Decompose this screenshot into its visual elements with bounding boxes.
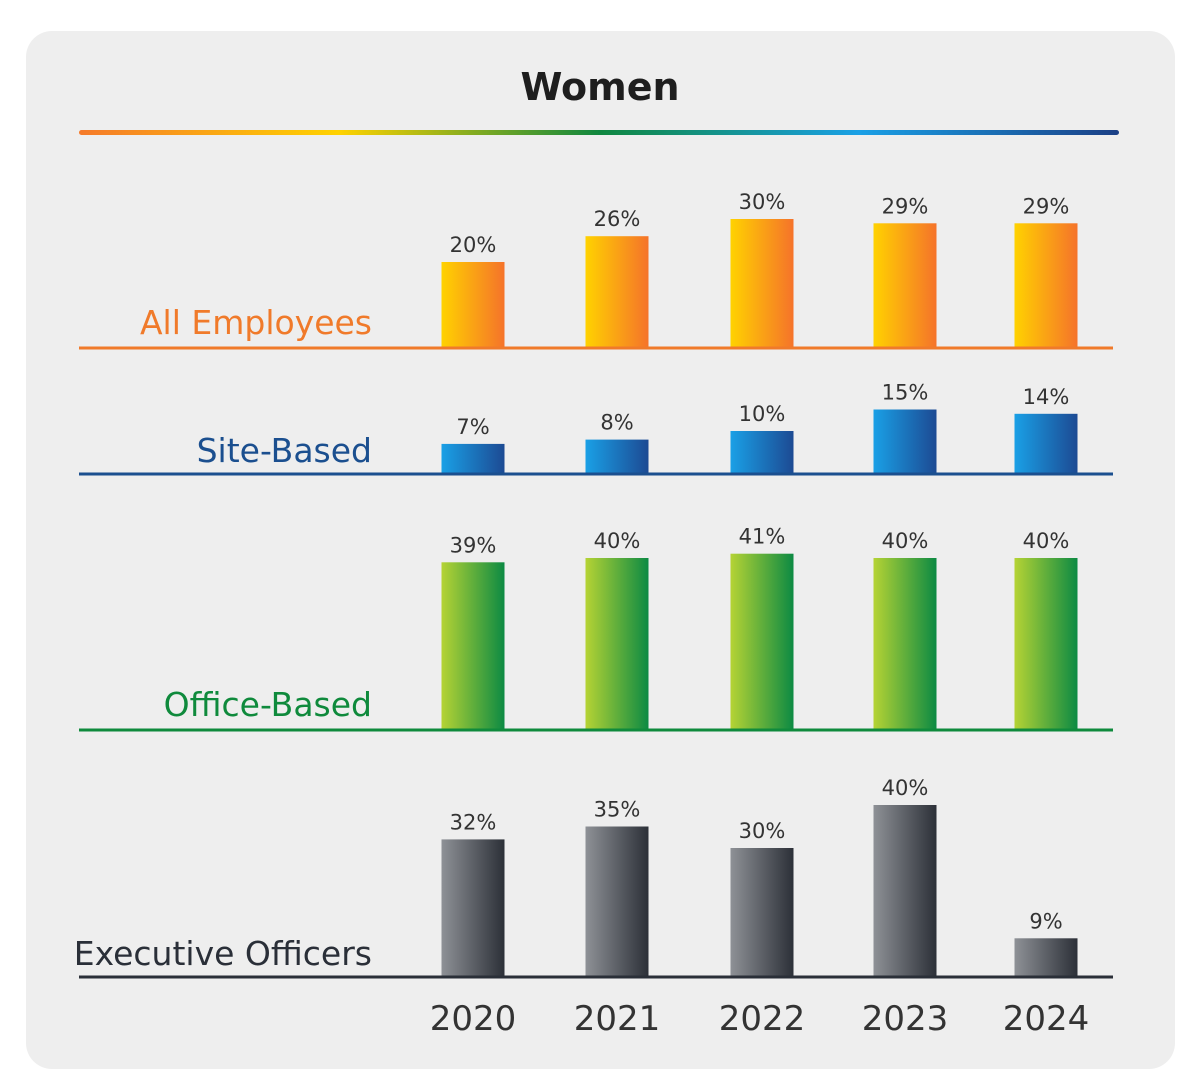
bar-site-based-2024: [1014, 413, 1078, 474]
bar-all-employees-2024: [1014, 223, 1078, 348]
bar-executive-officers-2023: [873, 805, 937, 977]
baseline-executive-officers: [79, 975, 1113, 979]
value-label-all-employees-2024: 29%: [1023, 194, 1070, 218]
value-label-executive-officers-2020: 32%: [450, 810, 497, 834]
title-rule: [79, 130, 1119, 135]
bar-executive-officers-2021: [585, 826, 649, 977]
x-tick-2024: 2024: [1003, 999, 1090, 1039]
value-label-site-based-2021: 8%: [600, 411, 633, 435]
bar-all-employees-2020: [441, 262, 505, 348]
baseline-all-employees: [79, 346, 1113, 350]
x-tick-2021: 2021: [574, 999, 661, 1039]
bar-site-based-2023: [873, 409, 937, 474]
bar-site-based-2022: [730, 431, 794, 474]
bar-site-based-2021: [585, 439, 649, 474]
value-label-all-employees-2022: 30%: [739, 190, 786, 214]
x-tick-2022: 2022: [719, 999, 806, 1039]
value-label-site-based-2024: 14%: [1023, 385, 1070, 409]
bar-office-based-2022: [730, 553, 794, 730]
series-label-site-based: Site-Based: [197, 431, 372, 470]
value-label-office-based-2023: 40%: [882, 529, 929, 553]
panel-all-employees: 20% 26% 30% 29% 29% All Employees: [79, 190, 1113, 350]
value-label-executive-officers-2023: 40%: [882, 776, 929, 800]
bar-all-employees-2023: [873, 223, 937, 348]
value-label-executive-officers-2021: 35%: [594, 798, 641, 822]
baseline-site-based: [79, 472, 1113, 476]
chart-title: Women: [520, 65, 679, 109]
panel-office-based: 39% 40% 41% 40% 40% Office-Based: [79, 525, 1113, 732]
value-label-site-based-2023: 15%: [882, 381, 929, 405]
panel-site-based: 7% 8% 10% 15% 14% Site-Based: [79, 381, 1113, 476]
bar-executive-officers-2022: [730, 848, 794, 977]
bar-executive-officers-2024: [1014, 938, 1078, 977]
bar-all-employees-2021: [585, 236, 649, 348]
baseline-office-based: [79, 728, 1113, 732]
value-label-office-based-2021: 40%: [594, 529, 641, 553]
value-label-site-based-2020: 7%: [456, 415, 489, 439]
series-label-executive-officers: Executive Officers: [74, 934, 372, 973]
value-label-all-employees-2020: 20%: [450, 233, 497, 257]
bar-all-employees-2022: [730, 219, 794, 348]
bar-executive-officers-2020: [441, 839, 505, 977]
value-label-executive-officers-2024: 9%: [1029, 909, 1062, 933]
x-tick-2020: 2020: [430, 999, 517, 1039]
x-tick-2023: 2023: [862, 999, 949, 1039]
series-label-all-employees: All Employees: [140, 303, 372, 342]
series-label-office-based: Office-Based: [164, 685, 372, 724]
value-label-site-based-2022: 10%: [739, 402, 786, 426]
bar-office-based-2021: [585, 558, 649, 730]
value-label-office-based-2022: 41%: [739, 525, 786, 549]
bar-site-based-2020: [441, 443, 505, 474]
panel-executive-officers: 32% 35% 30% 40% 9% Executive Officers: [74, 776, 1113, 979]
value-label-all-employees-2021: 26%: [594, 207, 641, 231]
bar-office-based-2020: [441, 562, 505, 730]
value-label-office-based-2024: 40%: [1023, 529, 1070, 553]
value-label-executive-officers-2022: 30%: [739, 819, 786, 843]
bar-office-based-2024: [1014, 558, 1078, 730]
value-label-office-based-2020: 39%: [450, 533, 497, 557]
bar-office-based-2023: [873, 558, 937, 730]
value-label-all-employees-2023: 29%: [882, 194, 929, 218]
